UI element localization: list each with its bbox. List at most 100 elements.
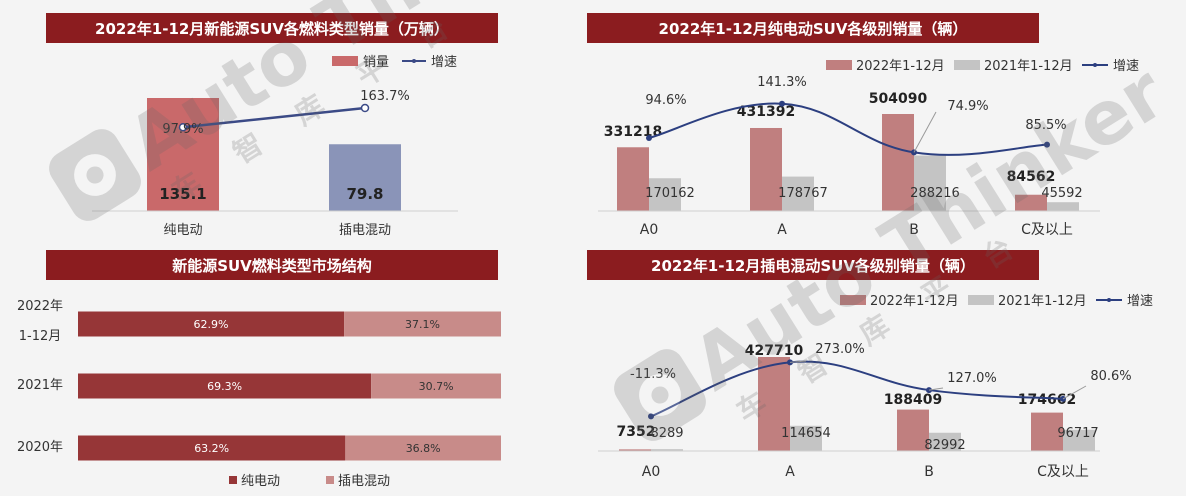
growth-label: 80.6% — [1090, 369, 1131, 384]
bar-value-2021: 114654 — [781, 426, 831, 441]
growth-label: 127.0% — [947, 371, 997, 386]
bar-插电混动 — [329, 144, 401, 211]
bar-2022-C及以上 — [1031, 412, 1063, 451]
bar-2021-C及以上 — [1047, 202, 1079, 211]
segment-label: 36.8% — [406, 442, 441, 455]
legend-label-2022: 2022年1-12月 — [856, 59, 945, 74]
legend-label-line: 增速 — [431, 55, 457, 70]
segment-label: 30.7% — [419, 380, 454, 393]
growth-line — [648, 102, 1048, 156]
growth-point — [648, 413, 654, 420]
growth-label: 74.9% — [947, 99, 988, 114]
category-label: 1-12月 — [19, 329, 62, 344]
category-label: A — [777, 222, 787, 238]
bar-value-2022: 431392 — [737, 104, 795, 120]
legend-swatch-ev — [229, 476, 237, 484]
growth-line — [182, 106, 366, 129]
bar-2022-A0 — [617, 147, 649, 211]
category-label: 2021年 — [17, 378, 63, 393]
legend-label-growth: 增速 — [1113, 59, 1139, 74]
bar-2021-A0 — [651, 449, 683, 451]
stacked-bar-ev — [78, 373, 372, 399]
legend-marker-growth — [1093, 63, 1097, 67]
category-label: 2022年 — [17, 299, 63, 314]
growth-leader — [913, 111, 937, 153]
bar-value-2021: 178767 — [778, 186, 828, 201]
legend-label-ev: 纯电动 — [241, 474, 280, 489]
bar-2021-A0 — [649, 178, 681, 211]
growth-point — [360, 103, 370, 113]
bar-value-2021: 82992 — [924, 438, 965, 453]
growth-label: 85.5% — [1025, 118, 1066, 133]
legend-swatch-bar — [332, 56, 358, 66]
bar-value-2021: 96717 — [1057, 426, 1098, 441]
growth-line — [650, 360, 1064, 418]
legend-label-growth: 增速 — [1127, 294, 1153, 309]
segment-label: 37.1% — [405, 318, 440, 331]
stacked-bar-phev — [344, 311, 501, 337]
growth-leader — [789, 360, 807, 363]
growth-point — [646, 134, 652, 141]
bar-value-2022: 7352 — [617, 424, 656, 440]
bar-value-2022: 504090 — [869, 91, 928, 107]
growth-label: 97.9% — [162, 122, 203, 137]
bar-value-2022: 174662 — [1018, 392, 1076, 408]
bar-纯电动 — [147, 98, 219, 211]
legend-label-phev: 插电混动 — [338, 474, 390, 489]
bar-2022-A — [758, 357, 790, 451]
bar-value-2021: 8289 — [650, 426, 683, 441]
legend-label-bar: 销量 — [363, 55, 389, 70]
growth-point — [779, 100, 785, 107]
growth-leader — [928, 387, 944, 391]
bar-2021-B — [914, 155, 946, 211]
bar-value-2022: 427710 — [745, 343, 804, 359]
legend-label-2021: 2021年1-12月 — [984, 59, 1073, 74]
bar-2022-C及以上 — [1015, 194, 1047, 211]
stacked-bar-ev — [78, 311, 345, 337]
chart2-title: 2022年1-12月纯电动SUV各级别销量（辆） — [587, 13, 1039, 43]
category-label: C及以上 — [1021, 222, 1073, 238]
chart3-title: 新能源SUV燃料类型市场结构 — [46, 250, 498, 280]
category-label: B — [909, 222, 919, 238]
bar-value-label: 79.8 — [346, 185, 383, 203]
bar-value-2022: 188409 — [884, 392, 942, 408]
bar-2021-C及以上 — [1063, 429, 1095, 451]
bar-2022-B — [882, 114, 914, 211]
legend-swatch-2021 — [954, 60, 980, 70]
bar-2022-A — [750, 127, 782, 211]
bar-2021-A — [790, 425, 822, 451]
category-label: A — [785, 464, 795, 480]
legend-label-2022: 2022年1-12月 — [870, 294, 959, 309]
segment-label: 63.2% — [194, 442, 229, 455]
stacked-bar-ev — [78, 435, 346, 461]
legend-swatch-2021 — [968, 295, 994, 305]
growth-point — [178, 122, 188, 132]
category-label: 纯电动 — [163, 223, 202, 238]
bar-value-label: 135.1 — [159, 185, 206, 203]
stacked-bar-phev — [345, 435, 501, 461]
growth-label: 163.7% — [360, 89, 410, 104]
bar-value-2021: 45592 — [1041, 186, 1082, 201]
chart4-title: 2022年1-12月插电混动SUV各级别销量（辆） — [587, 250, 1039, 280]
category-label: 插电混动 — [339, 223, 391, 238]
growth-label: 141.3% — [757, 75, 807, 90]
category-label: 2020年 — [17, 440, 63, 455]
chart1-title: 2022年1-12月新能源SUV各燃料类型销量（万辆） — [46, 13, 498, 43]
growth-label: -11.3% — [630, 367, 676, 382]
bar-2022-A0 — [619, 449, 651, 451]
category-label: B — [924, 464, 934, 480]
bar-value-2021: 170162 — [645, 186, 695, 201]
legend-marker-line — [412, 59, 416, 63]
growth-leader — [1062, 385, 1087, 400]
growth-point — [1044, 141, 1050, 148]
category-label: C及以上 — [1037, 464, 1089, 480]
legend-swatch-phev — [326, 476, 334, 484]
bar-value-2021: 288216 — [910, 186, 960, 201]
legend-swatch-2022 — [840, 295, 866, 305]
legend-marker-growth — [1107, 298, 1111, 302]
bar-2021-B — [929, 432, 961, 451]
bar-2021-A — [782, 176, 814, 211]
bar-value-2022: 84562 — [1007, 169, 1056, 185]
bar-2022-B — [897, 409, 929, 451]
